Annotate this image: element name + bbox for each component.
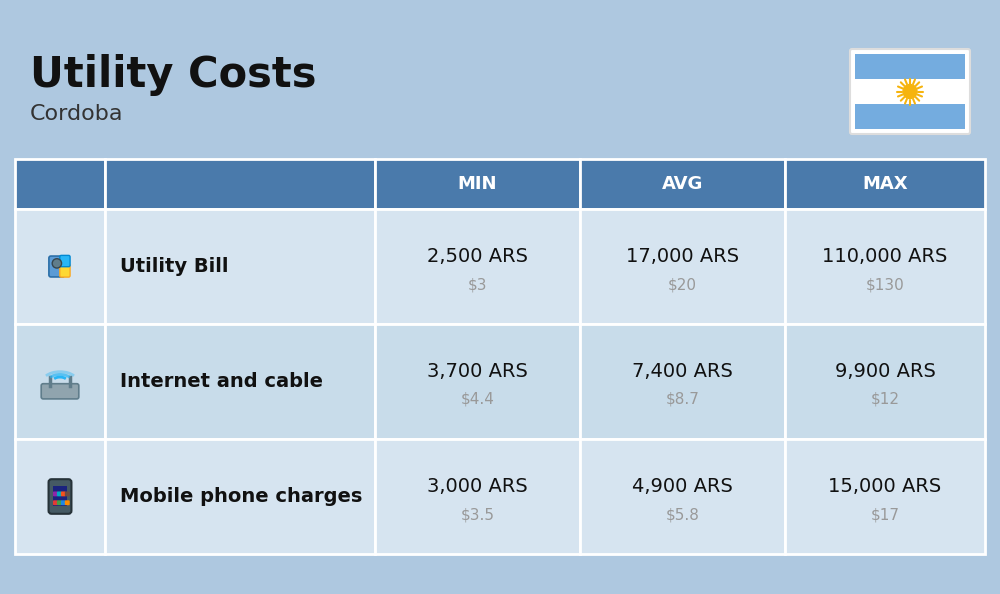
Bar (53, 486, 67, 505)
Text: 2,500 ARS: 2,500 ARS (427, 247, 528, 266)
Bar (375, 324, 580, 439)
Bar (580, 439, 785, 554)
FancyBboxPatch shape (49, 256, 65, 277)
FancyBboxPatch shape (57, 491, 62, 497)
FancyBboxPatch shape (49, 479, 71, 514)
Text: Mobile phone charges: Mobile phone charges (120, 487, 362, 506)
Bar (855, 104, 965, 129)
FancyBboxPatch shape (41, 384, 79, 399)
FancyBboxPatch shape (65, 491, 70, 497)
Bar (855, 54, 965, 79)
FancyBboxPatch shape (57, 500, 62, 505)
Text: 3,000 ARS: 3,000 ARS (427, 477, 528, 496)
Bar (580, 209, 785, 324)
FancyBboxPatch shape (53, 491, 58, 497)
Bar (105, 324, 375, 439)
FancyBboxPatch shape (60, 255, 70, 267)
Text: MIN: MIN (458, 175, 497, 193)
Text: Internet and cable: Internet and cable (120, 372, 323, 391)
Bar (15, 159, 105, 209)
Bar (580, 324, 785, 439)
Text: $12: $12 (870, 392, 900, 407)
Bar (785, 439, 985, 554)
Text: 3,700 ARS: 3,700 ARS (427, 362, 528, 381)
Bar (855, 79, 965, 104)
Text: $17: $17 (870, 507, 900, 522)
Bar (105, 209, 375, 324)
Text: 9,900 ARS: 9,900 ARS (835, 362, 935, 381)
Bar (15, 439, 105, 554)
FancyBboxPatch shape (65, 500, 70, 505)
Bar (375, 159, 580, 209)
Text: $4.4: $4.4 (461, 392, 494, 407)
FancyBboxPatch shape (60, 264, 70, 277)
Bar (375, 439, 580, 554)
Circle shape (903, 84, 917, 99)
Text: MAX: MAX (862, 175, 908, 193)
Text: 4,900 ARS: 4,900 ARS (632, 477, 733, 496)
FancyBboxPatch shape (61, 500, 66, 505)
Text: 110,000 ARS: 110,000 ARS (822, 247, 948, 266)
Bar (105, 439, 375, 554)
Bar (785, 324, 985, 439)
Bar (15, 209, 105, 324)
Text: 17,000 ARS: 17,000 ARS (626, 247, 739, 266)
Text: 7,400 ARS: 7,400 ARS (632, 362, 733, 381)
Text: Cordoba: Cordoba (30, 104, 124, 124)
Text: $3.5: $3.5 (460, 507, 494, 522)
Bar (15, 324, 105, 439)
FancyBboxPatch shape (850, 49, 970, 134)
FancyBboxPatch shape (61, 491, 66, 497)
Text: $130: $130 (866, 277, 904, 292)
Bar (580, 159, 785, 209)
Text: Utility Costs: Utility Costs (30, 54, 316, 96)
Text: $8.7: $8.7 (666, 392, 699, 407)
Text: $5.8: $5.8 (666, 507, 699, 522)
Bar (105, 159, 375, 209)
Bar (375, 209, 580, 324)
Bar (785, 209, 985, 324)
Circle shape (52, 259, 62, 268)
Bar (785, 159, 985, 209)
FancyBboxPatch shape (53, 500, 58, 505)
Text: AVG: AVG (662, 175, 703, 193)
Text: $20: $20 (668, 277, 697, 292)
Text: Utility Bill: Utility Bill (120, 257, 228, 276)
Text: 15,000 ARS: 15,000 ARS (828, 477, 942, 496)
Text: $3: $3 (468, 277, 487, 292)
